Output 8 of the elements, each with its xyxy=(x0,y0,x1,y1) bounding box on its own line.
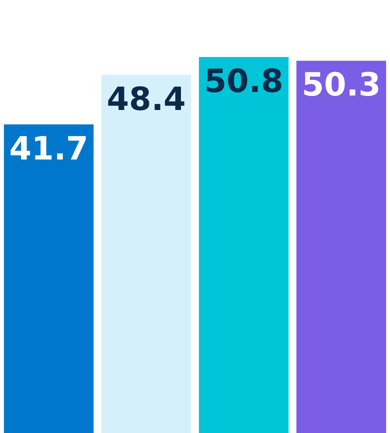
bar xyxy=(296,60,386,433)
data-label: 50.8 xyxy=(204,62,284,100)
bar xyxy=(101,74,192,433)
data-label: 41.7 xyxy=(9,129,88,168)
data-label: 50.3 xyxy=(302,66,381,104)
data-label: 48.4 xyxy=(106,80,186,118)
bar xyxy=(4,124,94,433)
bar xyxy=(198,57,289,433)
